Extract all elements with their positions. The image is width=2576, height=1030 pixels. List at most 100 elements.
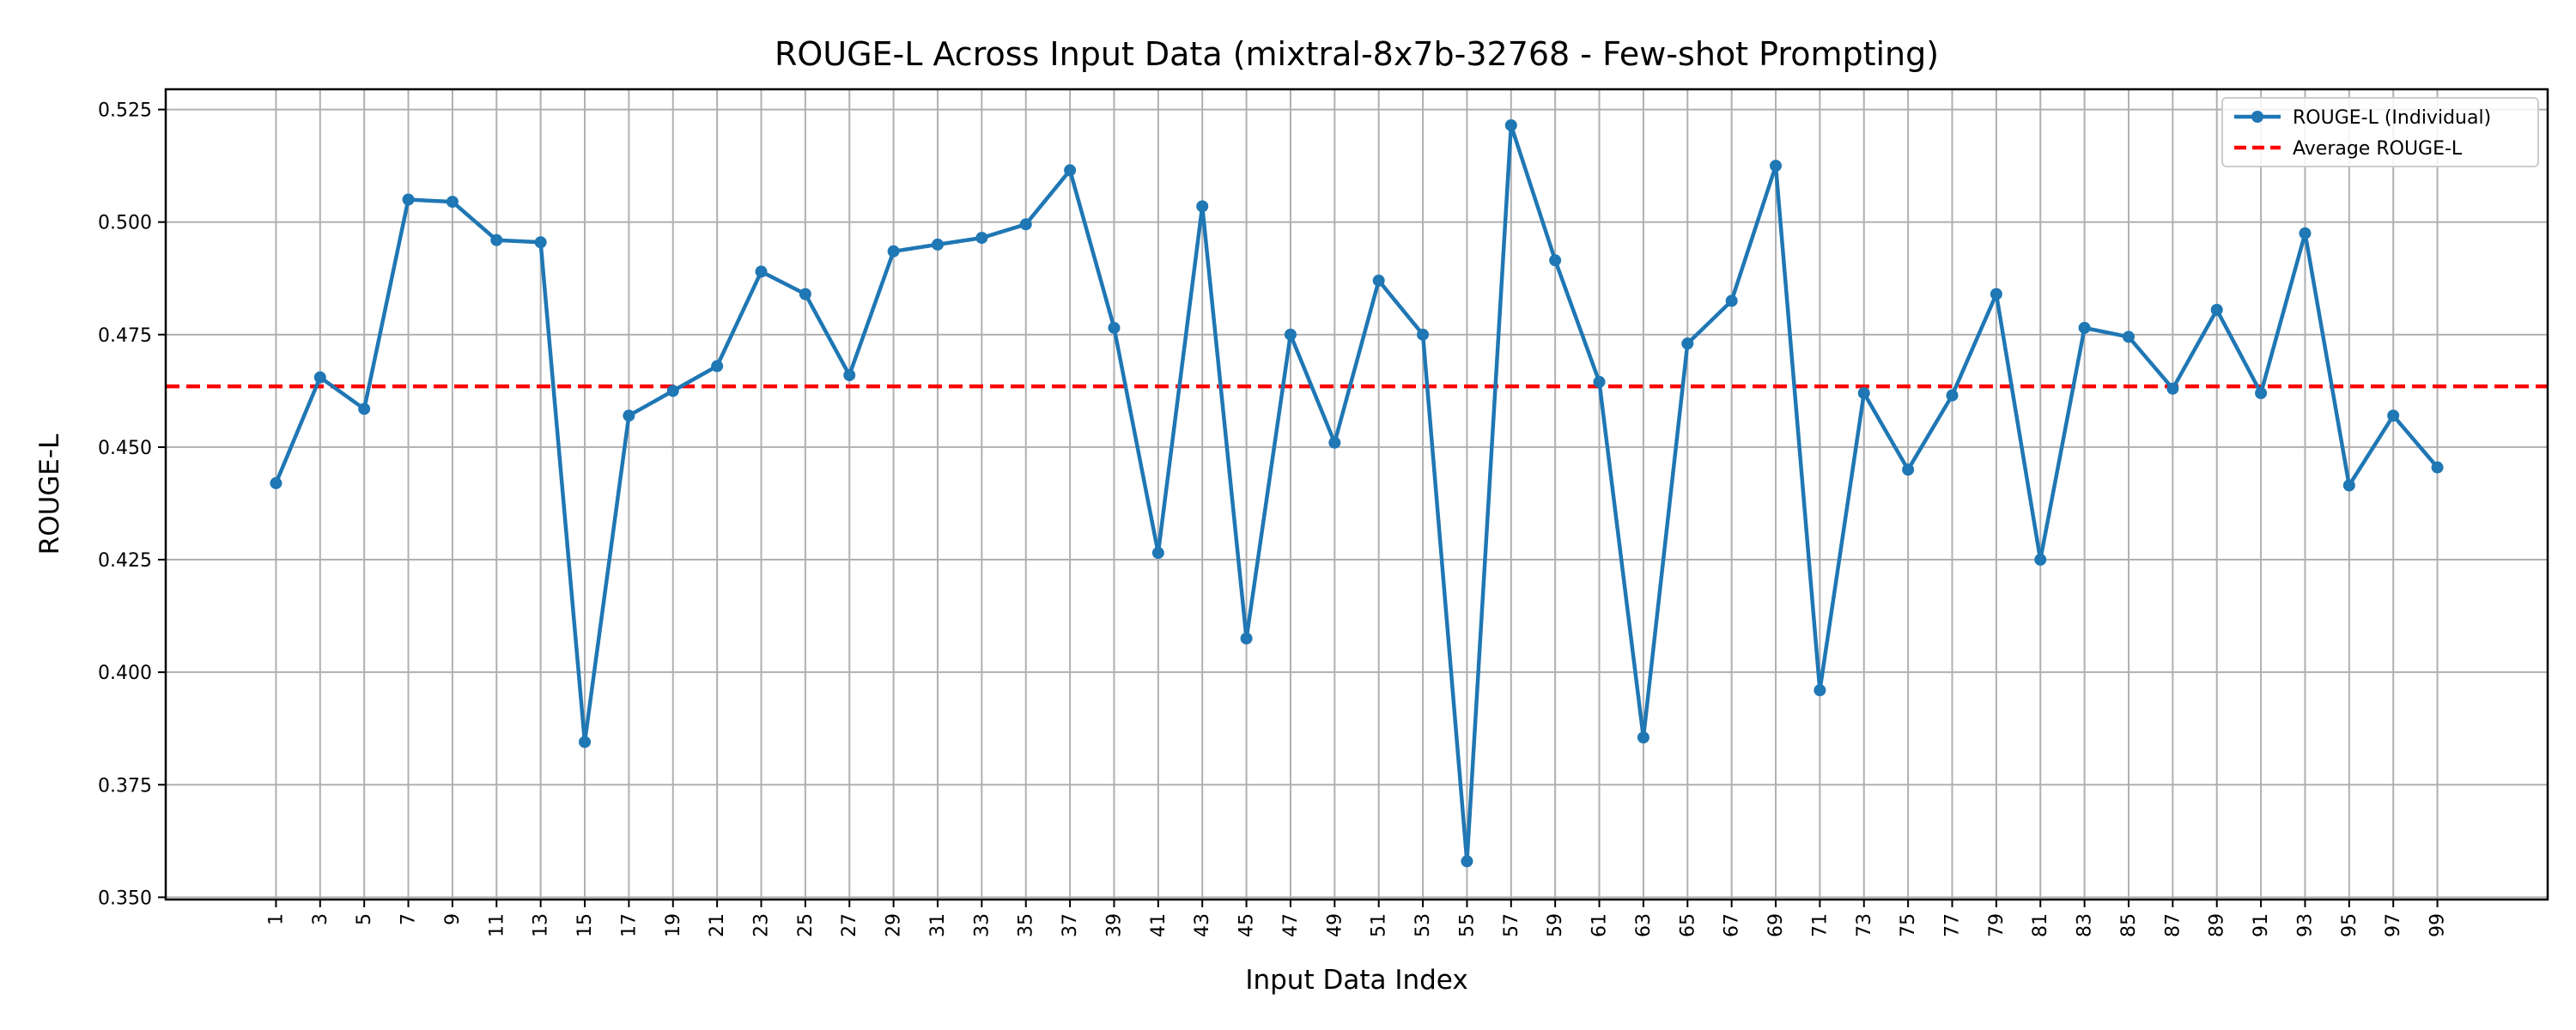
x-tick-label: 63 <box>1633 913 1655 937</box>
x-tick-label: 7 <box>398 913 420 925</box>
data-point <box>402 193 415 206</box>
x-tick-label: 33 <box>971 913 993 937</box>
data-point <box>1064 164 1077 177</box>
plot-frame <box>164 88 2549 901</box>
x-axis-label: Input Data Index <box>1245 965 1467 996</box>
data-point <box>843 369 856 382</box>
data-point <box>490 233 503 246</box>
data-point <box>755 265 768 278</box>
x-tick-label: 23 <box>751 913 773 937</box>
data-point <box>1196 200 1209 213</box>
data-point <box>1504 118 1517 131</box>
series-line-layer <box>274 123 2439 863</box>
x-tick-label: 67 <box>1722 913 1743 937</box>
legend-label-average: Average ROUGE-L <box>2293 138 2463 160</box>
x-tick-label: 13 <box>531 913 552 937</box>
data-point <box>579 736 592 748</box>
x-tick-label: 77 <box>1942 913 1964 937</box>
data-point <box>1725 294 1738 307</box>
x-tick-label: 81 <box>2030 913 2051 937</box>
y-tick-label: 0.450 <box>98 438 152 459</box>
x-tick-label: 91 <box>2251 913 2272 937</box>
x-tick-label: 3 <box>310 913 331 925</box>
legend-marker-individual <box>2251 111 2263 123</box>
x-tick-label: 11 <box>486 913 507 937</box>
x-tick-label: 59 <box>1545 913 1566 937</box>
x-tick-label: 47 <box>1280 913 1302 937</box>
x-tick-label: 97 <box>2383 913 2404 937</box>
x-tick-label: 39 <box>1103 913 1125 937</box>
x-ticks: 1 3 5 7 9 11 13 15 17 19 21 23 25 27 29 31 33 35 37 39 41 43 4… <box>265 900 2449 937</box>
x-tick-label: 75 <box>1898 913 1919 937</box>
data-point <box>1019 218 1032 231</box>
data-point <box>2210 303 2223 316</box>
data-point <box>799 288 811 300</box>
y-ticks: 0.350 0.375 0.400 0.425 0.450 0.475 0.500 0.525 <box>98 100 166 909</box>
data-point <box>1814 684 1826 697</box>
x-tick-label: 51 <box>1369 913 1390 937</box>
x-tick-label: 45 <box>1236 913 1258 937</box>
data-point <box>887 245 900 258</box>
data-point <box>1417 328 1430 341</box>
x-tick-label: 25 <box>795 913 817 937</box>
data-point <box>1328 436 1341 449</box>
x-tick-label: 35 <box>1016 913 1037 937</box>
legend: ROUGE-L (Individual) Average ROUGE-L <box>2221 97 2539 167</box>
data-point <box>2387 409 2400 422</box>
series-line-individual <box>274 123 2439 863</box>
data-point <box>666 385 679 397</box>
chart-title: ROUGE-L Across Input Data (mixtral-8x7b-… <box>775 35 1939 73</box>
data-point <box>1240 632 1253 645</box>
x-tick-label: 55 <box>1456 913 1478 937</box>
x-tick-label: 37 <box>1060 913 1081 937</box>
x-tick-label: 15 <box>574 913 596 937</box>
data-point <box>2342 479 2355 492</box>
x-tick-label: 71 <box>1809 913 1831 937</box>
data-point <box>1108 321 1121 334</box>
data-point <box>2255 387 2268 399</box>
data-point <box>1284 328 1297 341</box>
x-tick-label: 73 <box>1854 913 1875 937</box>
y-tick-label: 0.500 <box>98 213 152 234</box>
legend-label-individual: ROUGE-L (Individual) <box>2293 107 2491 129</box>
x-tick-label: 53 <box>1413 913 1434 937</box>
data-point <box>1151 547 1164 560</box>
y-axis-label: ROUGE-L <box>34 433 65 554</box>
x-tick-label: 43 <box>1192 913 1213 937</box>
x-tick-label: 5 <box>354 913 375 925</box>
data-point <box>358 403 371 415</box>
data-point <box>534 236 547 249</box>
grid-lines <box>166 89 2548 900</box>
data-points <box>270 118 2444 868</box>
x-tick-label: 21 <box>707 913 728 937</box>
y-tick-label: 0.400 <box>98 663 152 684</box>
x-tick-label: 29 <box>884 913 905 937</box>
x-tick-label: 49 <box>1324 913 1346 937</box>
x-tick-label: 9 <box>442 913 464 925</box>
data-point <box>1990 288 2002 300</box>
data-point <box>1857 387 1870 399</box>
y-tick-label: 0.425 <box>98 550 152 572</box>
data-point <box>2166 382 2179 395</box>
x-tick-label: 31 <box>927 913 949 937</box>
x-tick-label: 83 <box>2075 913 2096 937</box>
x-tick-label: 57 <box>1501 913 1522 937</box>
data-point <box>711 360 724 373</box>
data-point <box>1372 274 1385 287</box>
x-tick-label: 65 <box>1677 913 1698 937</box>
x-tick-label: 87 <box>2162 913 2184 937</box>
x-tick-label: 89 <box>2207 913 2228 937</box>
y-tick-label: 0.525 <box>98 100 152 122</box>
data-point <box>1770 160 1783 173</box>
data-point <box>270 476 283 489</box>
x-tick-label: 19 <box>663 913 684 937</box>
data-point <box>2078 321 2091 334</box>
data-point <box>446 196 459 209</box>
data-point <box>1549 254 1562 267</box>
data-point <box>1681 337 1694 350</box>
y-tick-label: 0.475 <box>98 325 152 347</box>
data-point <box>2034 554 2047 566</box>
x-tick-label: 79 <box>1986 913 2008 937</box>
x-tick-label: 41 <box>1148 913 1170 937</box>
x-tick-label: 99 <box>2427 913 2449 937</box>
